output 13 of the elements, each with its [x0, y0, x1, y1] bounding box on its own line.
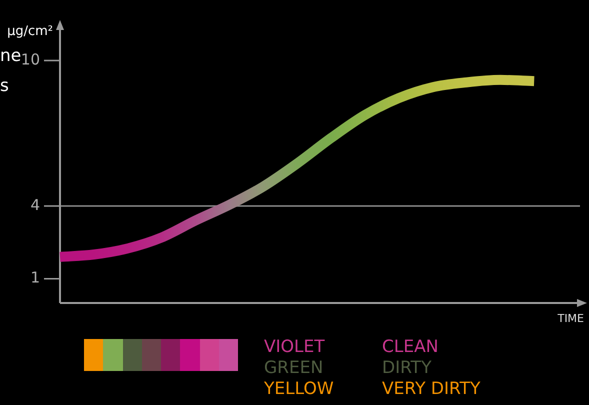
text: GREEN [264, 358, 324, 378]
text: ne [0, 46, 22, 66]
text: CLEAN [382, 337, 440, 357]
x-axis-title: TIME [556, 312, 584, 325]
text: DIRTY [382, 358, 432, 378]
text: s [0, 76, 9, 96]
y-tick-label: 4 [30, 196, 40, 214]
y-tick-label: 1 [30, 268, 40, 287]
text: VIOLET [264, 337, 326, 357]
y-axis-title: µg/cm² [7, 24, 53, 39]
text: YELLOW [264, 379, 335, 399]
y-tick-label: 10 [20, 50, 40, 68]
text: VERY DIRTY [382, 379, 480, 399]
